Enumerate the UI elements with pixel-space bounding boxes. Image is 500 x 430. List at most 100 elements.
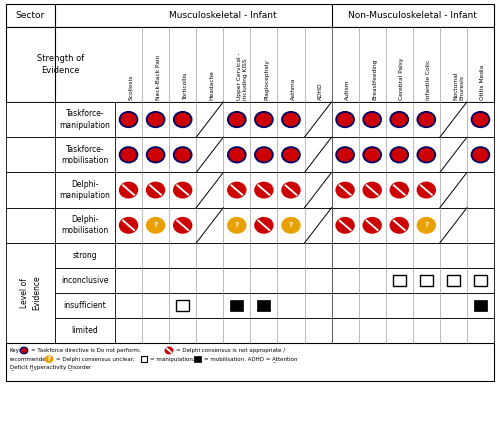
Text: insufficient: insufficient (64, 301, 106, 310)
Text: Otitis Media: Otitis Media (480, 65, 486, 100)
Circle shape (146, 218, 164, 233)
Text: Headache: Headache (210, 71, 215, 100)
Bar (6, 102, 494, 137)
Text: Cerebral Palsy: Cerebral Palsy (399, 58, 404, 100)
Circle shape (363, 147, 381, 163)
Circle shape (255, 112, 273, 127)
Circle shape (336, 112, 354, 127)
Circle shape (363, 112, 381, 127)
Text: Sector: Sector (16, 11, 45, 20)
Bar (393, 275, 406, 286)
Bar (176, 300, 189, 311)
Circle shape (45, 356, 53, 362)
Circle shape (146, 112, 164, 127)
Circle shape (472, 147, 490, 163)
Circle shape (255, 182, 273, 198)
Text: ADHD: ADHD (318, 83, 323, 100)
Text: Upper Cervical -
including KISS: Upper Cervical - including KISS (237, 52, 248, 100)
Text: Breastfeeding: Breastfeeding (372, 59, 377, 100)
Circle shape (120, 182, 138, 198)
Text: Asthma: Asthma (291, 78, 296, 100)
Text: Delphi-
manipulation: Delphi- manipulation (60, 180, 110, 200)
Circle shape (390, 112, 408, 127)
Circle shape (390, 182, 408, 198)
Text: ?: ? (47, 356, 51, 362)
Bar (194, 356, 201, 362)
Text: Taskforce-
manipulation: Taskforce- manipulation (60, 110, 110, 129)
Text: Taskforce-
mobilisation: Taskforce- mobilisation (62, 145, 108, 165)
Bar (6, 243, 55, 343)
Bar (141, 356, 147, 362)
Bar (420, 275, 433, 286)
Circle shape (282, 218, 300, 233)
Circle shape (174, 147, 192, 163)
Text: ?: ? (424, 222, 428, 228)
Circle shape (418, 182, 436, 198)
Text: = manipulation;: = manipulation; (150, 356, 195, 362)
Bar (55, 243, 494, 268)
Text: = mobilisation. ADHD = A̲ttention: = mobilisation. ADHD = A̲ttention (204, 356, 297, 362)
Circle shape (282, 112, 300, 127)
Bar (447, 275, 460, 286)
Circle shape (336, 147, 354, 163)
Text: = Delphi consensus is not appropriate /: = Delphi consensus is not appropriate / (176, 348, 285, 353)
Text: Key:: Key: (10, 348, 22, 353)
Circle shape (390, 147, 408, 163)
Text: Torticollis: Torticollis (182, 73, 188, 100)
Text: Strength of
Evidence: Strength of Evidence (37, 54, 84, 75)
Circle shape (336, 182, 354, 198)
Circle shape (146, 147, 164, 163)
Text: Non-Musculoskeletal - Infant: Non-Musculoskeletal - Infant (348, 11, 477, 20)
Bar (55, 318, 494, 343)
Bar (6, 343, 494, 381)
Circle shape (255, 218, 273, 233)
Bar (474, 275, 487, 286)
Bar (6, 208, 494, 243)
Circle shape (472, 112, 490, 127)
Bar (6, 4, 494, 27)
Text: Scoliosis: Scoliosis (128, 75, 134, 100)
Circle shape (228, 218, 246, 233)
Text: Musculoskeletal - Infant: Musculoskeletal - Infant (170, 11, 277, 20)
Bar (474, 300, 487, 311)
Circle shape (228, 182, 246, 198)
Circle shape (20, 347, 28, 353)
Circle shape (282, 182, 300, 198)
Text: Infantile Colic: Infantile Colic (426, 60, 432, 100)
Text: D̲eficit H̲yperactivity D̲isorder: D̲eficit H̲yperactivity D̲isorder (10, 364, 91, 370)
Circle shape (418, 147, 436, 163)
Circle shape (363, 182, 381, 198)
Circle shape (390, 218, 408, 233)
Text: ?: ? (289, 222, 293, 228)
Text: ?: ? (235, 222, 239, 228)
Circle shape (174, 112, 192, 127)
Circle shape (363, 218, 381, 233)
Circle shape (228, 147, 246, 163)
Circle shape (174, 218, 192, 233)
Bar (6, 137, 494, 172)
Text: = Delphi consensus unclear;: = Delphi consensus unclear; (56, 356, 134, 362)
Circle shape (228, 112, 246, 127)
Bar (55, 293, 494, 318)
Text: inconclusive: inconclusive (62, 276, 108, 285)
Text: Autism: Autism (345, 80, 350, 100)
Circle shape (174, 182, 192, 198)
Text: ?: ? (154, 222, 158, 228)
Circle shape (418, 218, 436, 233)
Text: = Taskforce directive is Do not perform;: = Taskforce directive is Do not perform; (31, 348, 140, 353)
Text: limited: limited (72, 326, 99, 335)
Circle shape (336, 218, 354, 233)
Text: Level of
Evidence: Level of Evidence (20, 276, 41, 310)
Circle shape (146, 182, 164, 198)
Circle shape (120, 218, 138, 233)
Text: Delphi-
mobilisation: Delphi- mobilisation (62, 215, 108, 235)
Text: Neck-Back Pain: Neck-Back Pain (156, 55, 160, 100)
Bar (6, 172, 494, 208)
Text: recommended;: recommended; (10, 356, 52, 362)
Bar (258, 300, 270, 311)
Bar (230, 300, 243, 311)
Text: strong: strong (72, 251, 98, 260)
Text: Plagiocephaly: Plagiocephaly (264, 59, 269, 100)
Circle shape (120, 147, 138, 163)
Circle shape (282, 147, 300, 163)
